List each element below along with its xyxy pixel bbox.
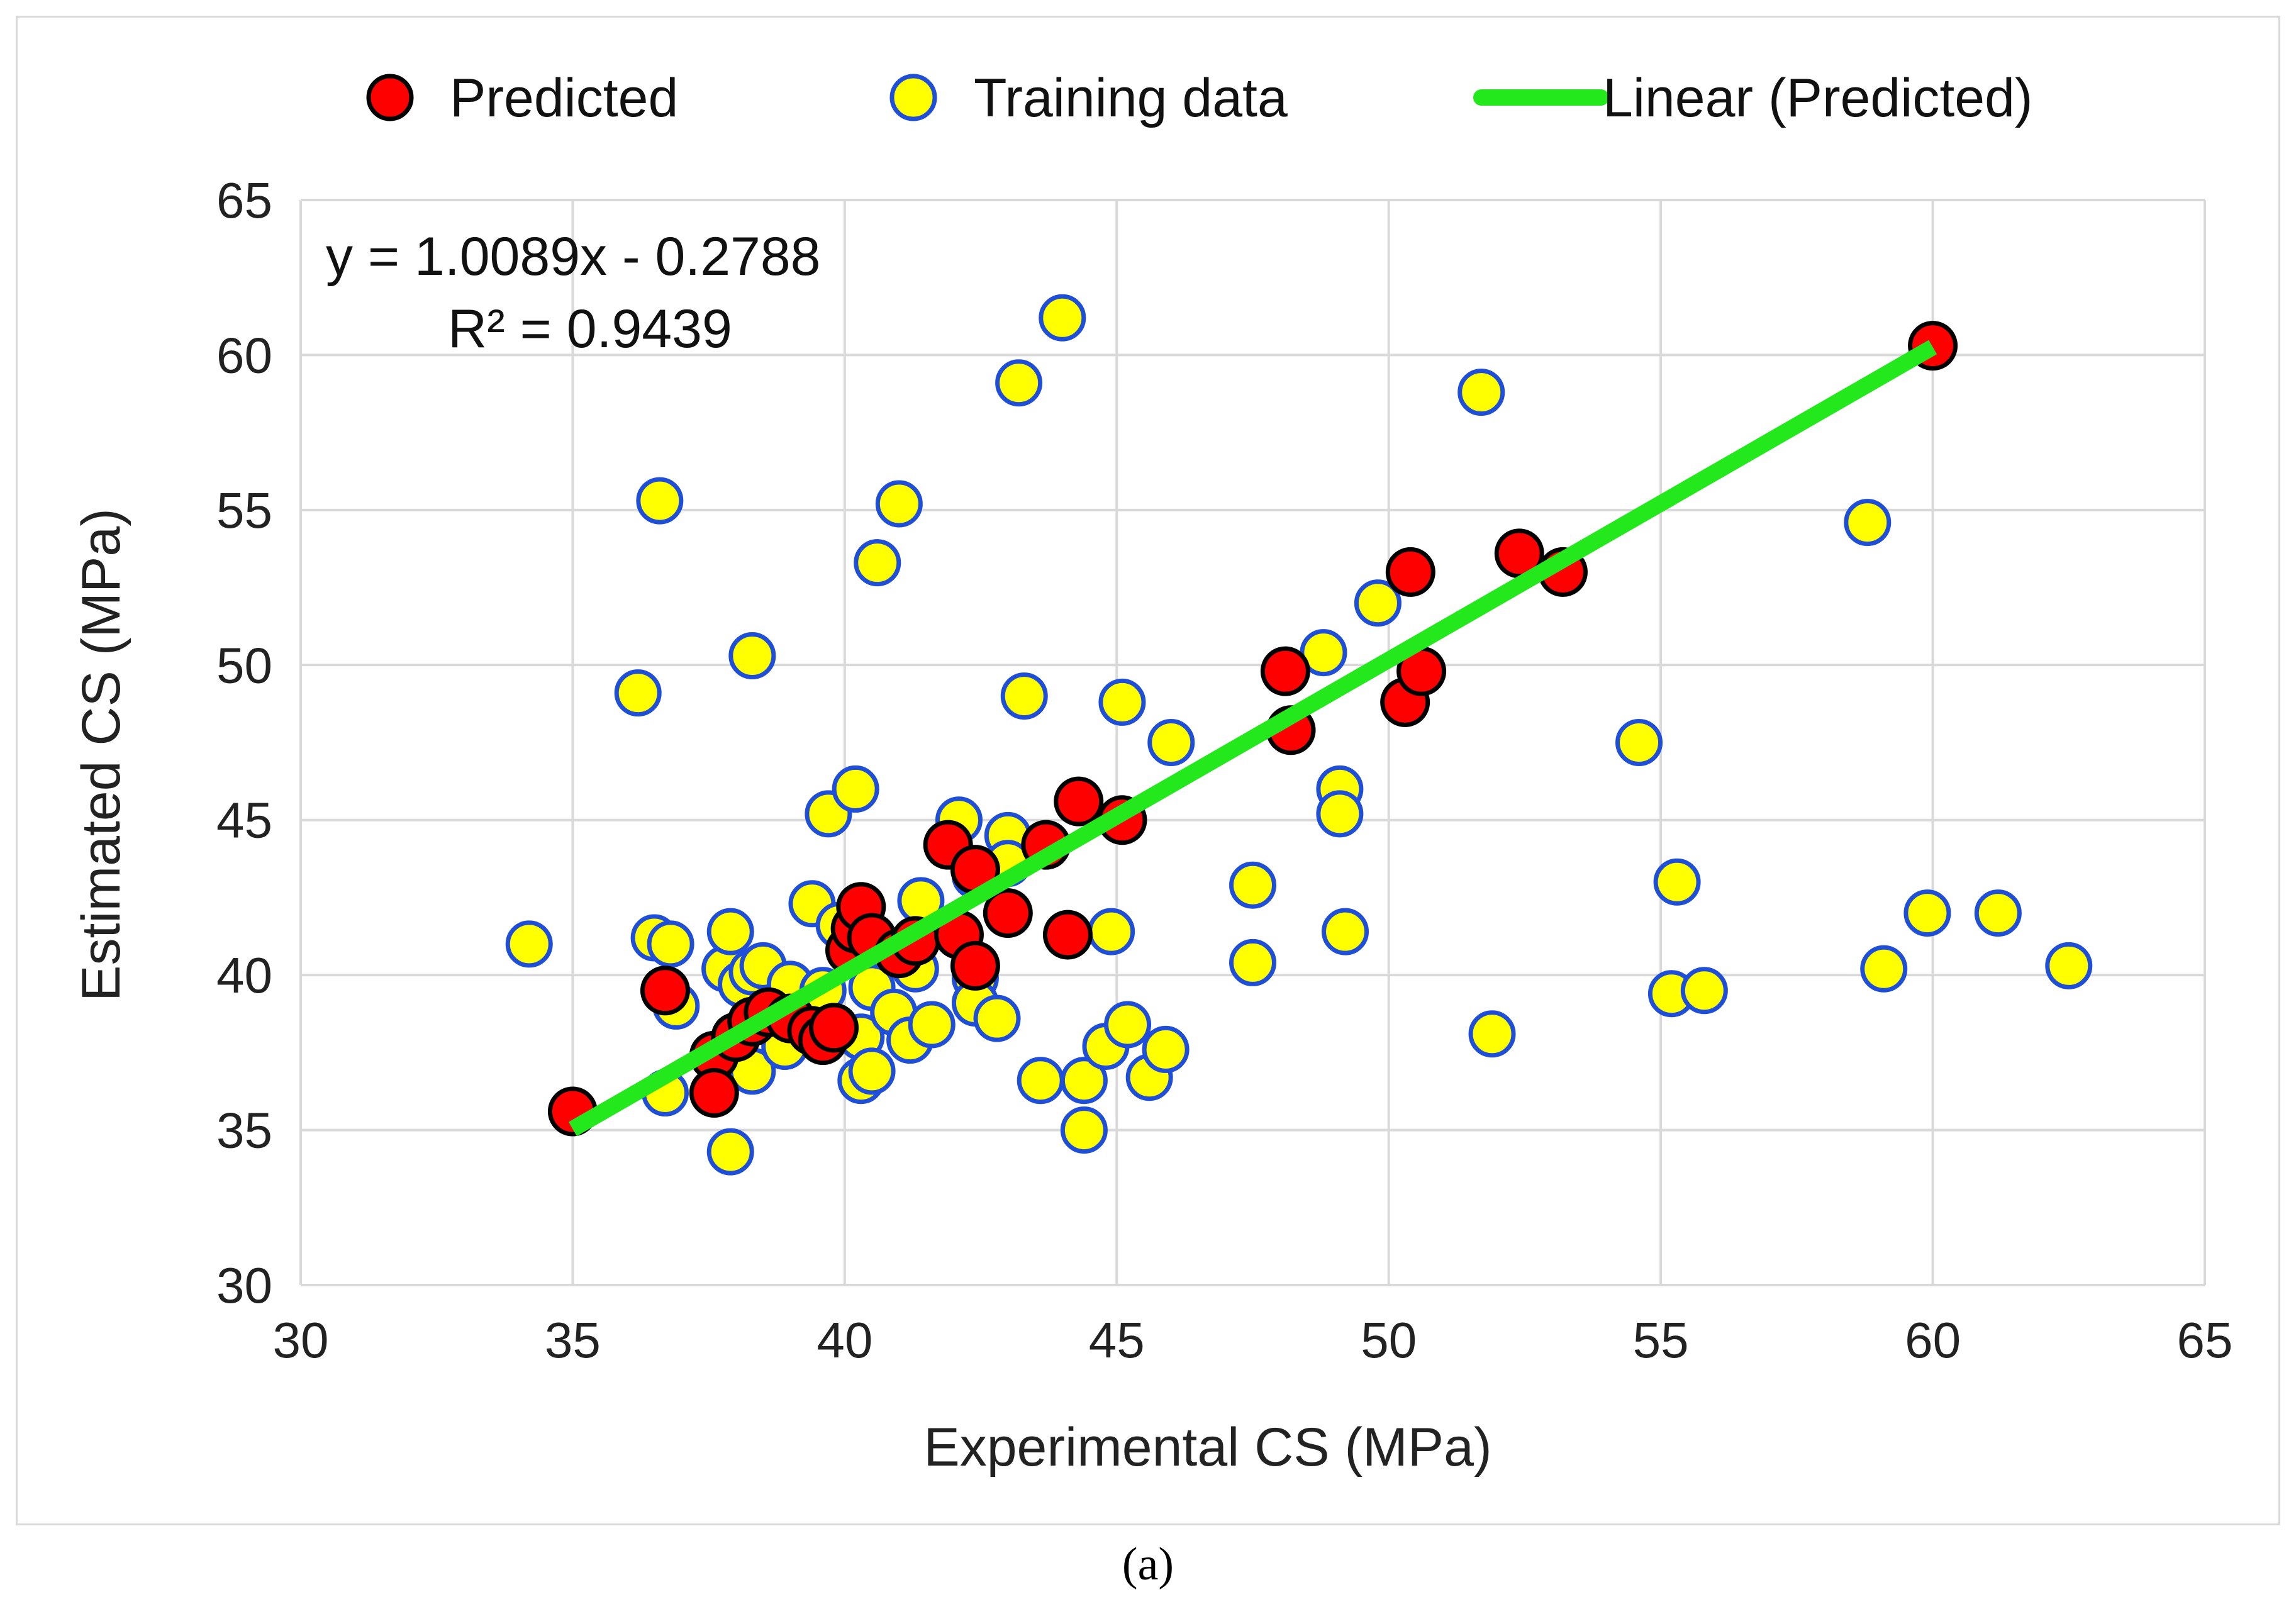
figure-caption: (a) — [1122, 1539, 1174, 1590]
y-tick-label: 50 — [216, 637, 272, 693]
training-point — [1903, 889, 1951, 937]
training-point — [647, 920, 694, 968]
x-tick-label: 45 — [1089, 1312, 1145, 1368]
training-point — [728, 632, 776, 679]
training-point — [636, 477, 684, 525]
predicted-point — [1054, 776, 1104, 827]
training-point — [1229, 861, 1276, 909]
predicted-point — [1042, 910, 1093, 960]
y-tick-label: 65 — [216, 172, 272, 228]
training-point — [875, 480, 923, 528]
legend-label-training: Training data — [974, 68, 1288, 128]
chart-frame — [16, 16, 2280, 1525]
training-point — [1229, 938, 1276, 986]
legend-label-linear: Linear (Predicted) — [1603, 68, 2033, 128]
training-point — [995, 359, 1043, 407]
trendline-layer — [568, 340, 1937, 1137]
predicted-point — [640, 966, 690, 1016]
linear-trendline — [568, 340, 1937, 1137]
x-tick-label: 65 — [2177, 1312, 2233, 1368]
training-point — [1060, 1057, 1108, 1105]
y-axis-title: Estimated CS (MPa) — [71, 508, 131, 1001]
training-point — [1680, 967, 1728, 1015]
y-tick-label: 40 — [216, 947, 272, 1003]
training-point — [1104, 1001, 1152, 1049]
training-point — [973, 994, 1021, 1042]
training-point — [1300, 629, 1347, 677]
legend: Predicted Training data Linear (Predicte… — [366, 68, 2033, 128]
training-point — [1974, 889, 2022, 937]
y-tick-label: 60 — [216, 327, 272, 383]
training-point — [1017, 1057, 1064, 1105]
training-point — [1316, 790, 1364, 838]
predicted-point — [689, 1067, 739, 1118]
training-point — [614, 669, 662, 717]
training-point — [1653, 858, 1701, 906]
y-tick-label: 30 — [216, 1257, 272, 1313]
training-point — [1468, 1010, 1516, 1058]
x-axis-title: Experimental CS (MPa) — [923, 1417, 1491, 1478]
training-point — [2045, 942, 2093, 989]
x-tick-label: 55 — [1633, 1312, 1689, 1368]
training-point — [1860, 945, 1908, 993]
y-tick-label: 35 — [216, 1103, 272, 1159]
x-tick-label: 35 — [545, 1312, 601, 1368]
training-point — [1039, 294, 1086, 342]
training-point — [832, 765, 879, 813]
x-tick-label: 60 — [1905, 1312, 1961, 1368]
legend-marker-predicted — [366, 74, 414, 121]
x-tick-label: 30 — [273, 1312, 329, 1368]
r-squared-label: R² = 0.9439 — [448, 299, 732, 359]
predicted-point — [1260, 646, 1310, 696]
training-point — [1098, 678, 1146, 726]
axis-layer: 30 35 40 45 50 55 60 65 30 35 40 45 50 55 60 65 — [216, 172, 2232, 1368]
y-tick-label: 55 — [216, 482, 272, 538]
training-point — [1354, 579, 1402, 627]
training-point — [1060, 1106, 1108, 1154]
training-point — [706, 1128, 754, 1176]
legend-marker-training — [889, 74, 937, 121]
grid-layer — [299, 199, 2206, 1286]
training-point — [1457, 369, 1505, 416]
training-point — [1147, 719, 1195, 766]
training-point — [1088, 908, 1135, 955]
legend-label-predicted: Predicted — [450, 68, 678, 128]
training-point — [1615, 719, 1663, 766]
training-point — [1142, 1025, 1190, 1073]
training-point — [854, 539, 901, 587]
regression-equation: y = 1.0089x - 0.2788 — [326, 226, 821, 287]
predicted-point — [1385, 547, 1435, 597]
training-point — [1844, 499, 1892, 547]
training-point — [1000, 672, 1048, 720]
training-point — [505, 920, 553, 968]
y-tick-label: 45 — [216, 793, 272, 849]
training-point — [1322, 908, 1369, 955]
predicted-series — [547, 321, 1958, 1137]
predicted-point — [950, 940, 1000, 991]
training-point — [848, 1047, 896, 1095]
training-point — [908, 1001, 956, 1049]
x-tick-label: 50 — [1361, 1312, 1417, 1368]
training-point — [706, 908, 754, 955]
x-tick-label: 40 — [816, 1312, 872, 1368]
predicted-point — [809, 1003, 859, 1053]
predicted-point — [983, 888, 1033, 938]
